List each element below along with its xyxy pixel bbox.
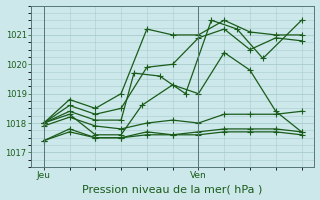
X-axis label: Pression niveau de la mer( hPa ): Pression niveau de la mer( hPa ) [83, 184, 263, 194]
